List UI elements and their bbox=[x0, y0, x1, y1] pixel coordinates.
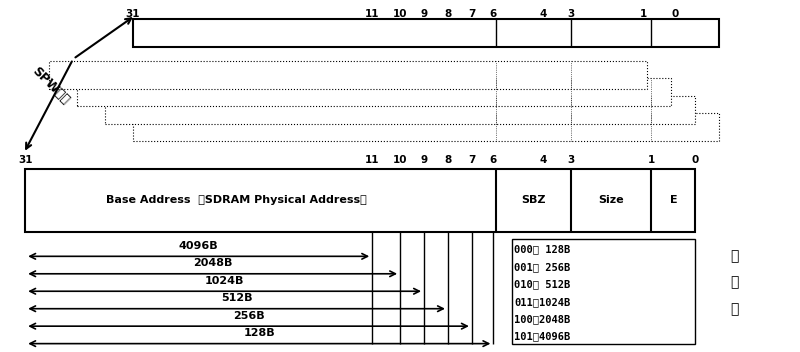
Text: 0: 0 bbox=[691, 155, 698, 165]
Text: 100：2048B: 100：2048B bbox=[514, 314, 570, 324]
Polygon shape bbox=[133, 19, 719, 47]
Polygon shape bbox=[133, 113, 719, 141]
Polygon shape bbox=[105, 96, 695, 124]
Text: 010： 512B: 010： 512B bbox=[514, 279, 570, 289]
Text: 8: 8 bbox=[444, 155, 451, 165]
Text: 0: 0 bbox=[671, 8, 678, 19]
Text: 10: 10 bbox=[393, 155, 407, 165]
Polygon shape bbox=[50, 61, 647, 89]
Text: 9: 9 bbox=[420, 155, 427, 165]
Text: 7: 7 bbox=[468, 155, 475, 165]
Text: SPW容量: SPW容量 bbox=[30, 64, 72, 106]
Text: SBZ: SBZ bbox=[522, 195, 546, 206]
Text: 1024B: 1024B bbox=[205, 276, 244, 286]
Text: 1: 1 bbox=[647, 155, 654, 165]
Text: 128B: 128B bbox=[243, 328, 275, 338]
Text: 31: 31 bbox=[18, 155, 33, 165]
Text: 256B: 256B bbox=[233, 311, 264, 321]
Polygon shape bbox=[26, 169, 695, 232]
Text: 11: 11 bbox=[365, 155, 379, 165]
Text: Size: Size bbox=[598, 195, 624, 206]
Text: 001： 256B: 001： 256B bbox=[514, 262, 570, 272]
Text: Base Address  （SDRAM Physical Address）: Base Address （SDRAM Physical Address） bbox=[106, 195, 367, 206]
Text: 6: 6 bbox=[490, 155, 497, 165]
Text: 1: 1 bbox=[639, 8, 646, 19]
Text: 11: 11 bbox=[365, 8, 379, 19]
Text: 101：4096B: 101：4096B bbox=[514, 332, 570, 342]
Text: 能: 能 bbox=[730, 276, 739, 289]
Text: E: E bbox=[670, 195, 678, 206]
Text: 使: 使 bbox=[730, 249, 739, 263]
Text: 7: 7 bbox=[468, 8, 475, 19]
Text: 4: 4 bbox=[540, 8, 547, 19]
Text: 6: 6 bbox=[490, 8, 497, 19]
Polygon shape bbox=[77, 78, 671, 106]
Text: 3: 3 bbox=[568, 155, 575, 165]
Text: 000： 128B: 000： 128B bbox=[514, 244, 570, 254]
Text: 4096B: 4096B bbox=[179, 241, 218, 251]
Text: 位: 位 bbox=[730, 302, 739, 316]
Text: 512B: 512B bbox=[221, 293, 252, 303]
Text: 10: 10 bbox=[393, 8, 407, 19]
Text: 4: 4 bbox=[540, 155, 547, 165]
Text: 3: 3 bbox=[568, 8, 575, 19]
Text: 8: 8 bbox=[444, 8, 451, 19]
Text: 9: 9 bbox=[420, 8, 427, 19]
Polygon shape bbox=[512, 239, 695, 344]
Text: 011：1024B: 011：1024B bbox=[514, 297, 570, 307]
Text: 2048B: 2048B bbox=[193, 258, 232, 268]
Text: 31: 31 bbox=[126, 8, 140, 19]
